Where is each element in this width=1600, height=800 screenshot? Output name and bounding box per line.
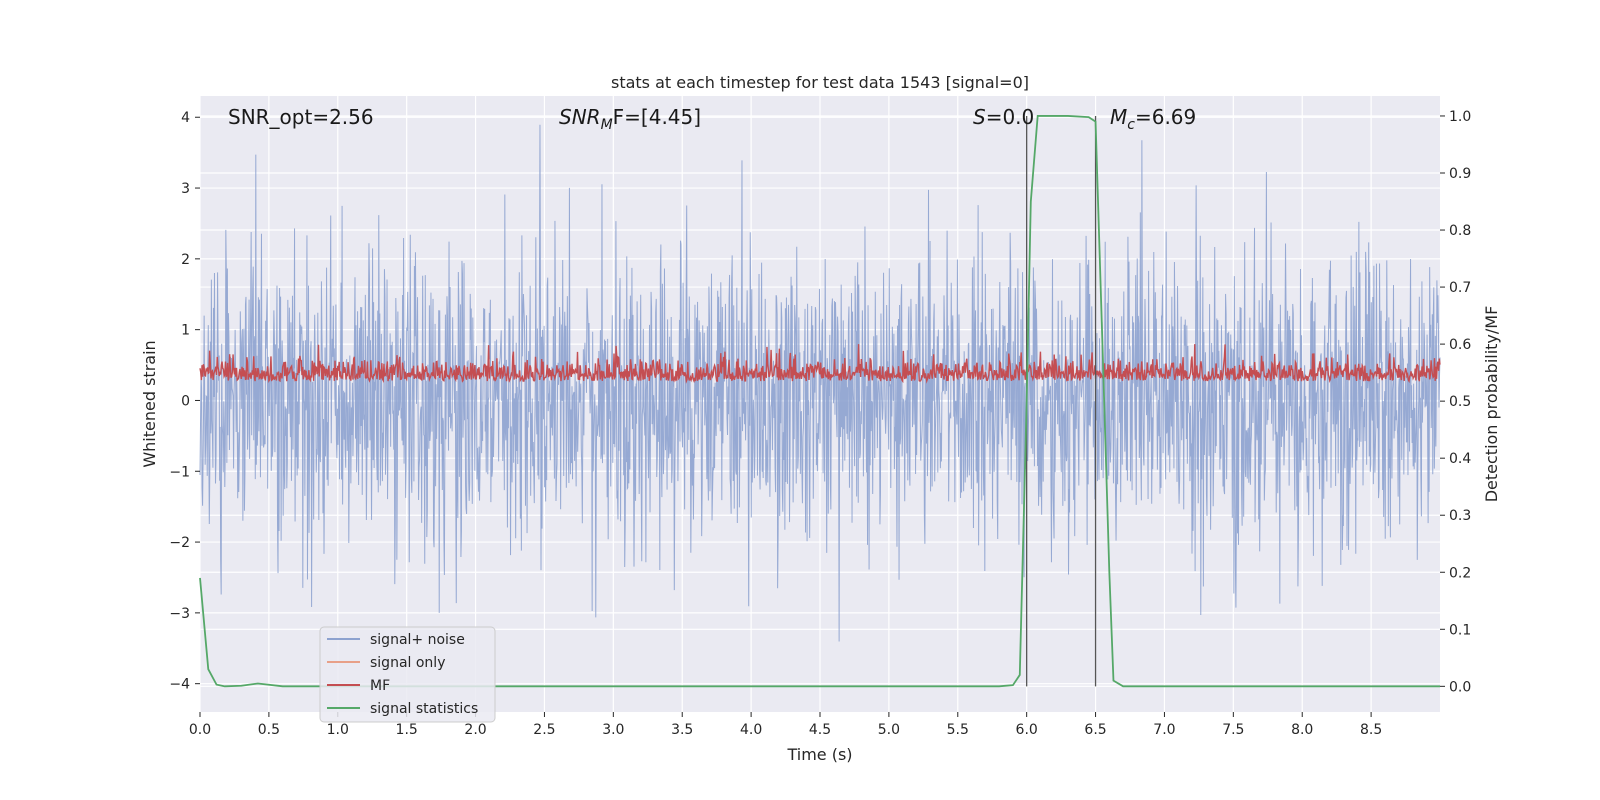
y-right-tick-label-4: 0.4 — [1449, 451, 1471, 467]
signal-statistics-line — [199, 115, 1440, 688]
legend-label-signal-only: signal only — [370, 655, 445, 671]
y-right-tick-label-3: 0.3 — [1449, 508, 1471, 524]
x-tick-label-4: 2.0 — [464, 722, 486, 738]
y-right-tick-label-10: 1.0 — [1449, 109, 1471, 125]
x-tick-label-13: 6.5 — [1084, 722, 1106, 738]
x-tick-label-8: 4.0 — [740, 722, 762, 738]
x-tick-label-10: 5.0 — [878, 722, 900, 738]
chart-title: stats at each timestep for test data 154… — [611, 73, 1029, 92]
y-left-tick-label-4: 0 — [181, 393, 190, 409]
annotation-s-value: S=0.0 — [973, 105, 1034, 129]
annotation-mc-value: Mc=6.69 — [1110, 105, 1196, 133]
y-right-axis-ticks: 0.0 0.1 0.2 0.3 0.4 0.5 0.6 0.7 0.8 0.9 1.0 — [1440, 109, 1471, 695]
signal-statistics-series — [199, 115, 1440, 688]
legend-box — [319, 626, 496, 723]
y-right-tick-label-2: 0.2 — [1449, 565, 1471, 581]
y-left-tick-label-7: 3 — [181, 181, 190, 197]
x-tick-label-17: 8.5 — [1360, 722, 1382, 738]
legend-label-signal-statistics: signal statistics — [370, 701, 478, 717]
mf-line — [199, 344, 1441, 384]
y-left-tick-label-5: 1 — [181, 323, 190, 339]
x-tick-label-7: 3.5 — [671, 722, 693, 738]
y-right-tick-label-7: 0.7 — [1449, 280, 1471, 296]
y-right-axis-label: Detection probability/MF — [1482, 306, 1501, 503]
y-left-tick-label-6: 2 — [181, 252, 190, 268]
x-tick-label-15: 7.5 — [1222, 722, 1244, 738]
signal-noise-series — [199, 124, 1441, 642]
x-tick-label-2: 1.0 — [327, 722, 349, 738]
x-tick-label-0: 0.0 — [189, 722, 211, 738]
annotation-snr-opt: SNR_opt=2.56 — [228, 105, 374, 129]
y-right-tick-label-5: 0.5 — [1449, 394, 1471, 410]
y-right-tick-label-1: 0.1 — [1449, 622, 1471, 638]
legend-label-mf: MF — [370, 678, 390, 694]
x-tick-label-5: 2.5 — [533, 722, 555, 738]
x-tick-label-6: 3.0 — [602, 722, 624, 738]
signal-noise-line — [199, 124, 1441, 642]
x-tick-label-3: 1.5 — [396, 722, 418, 738]
x-tick-label-11: 5.5 — [947, 722, 969, 738]
legend: signal+ noise signal only MF signal stat… — [319, 626, 496, 723]
x-tick-label-9: 4.5 — [809, 722, 831, 738]
x-axis-label: Time (s) — [786, 745, 852, 764]
annotation-snr-mf: SNRMF=[4.45] — [559, 105, 701, 133]
y-left-tick-label-3: −1 — [169, 464, 190, 480]
y-right-tick-label-6: 0.6 — [1449, 337, 1471, 353]
x-tick-label-14: 7.0 — [1153, 722, 1175, 738]
y-left-axis-label: Whitened strain — [140, 340, 159, 467]
y-right-tick-label-0: 0.0 — [1449, 679, 1471, 695]
y-right-tick-label-8: 0.8 — [1449, 223, 1471, 239]
y-left-tick-label-2: −2 — [169, 535, 190, 551]
y-left-tick-label-8: 4 — [181, 110, 190, 126]
y-left-tick-label-0: −4 — [169, 677, 190, 693]
x-axis-ticks: 0.0 0.5 1.0 1.5 2.0 2.5 3.0 3.5 4.0 4.5 5.0 5.5 6.0 6… — [189, 712, 1382, 738]
legend-label-signal-noise: signal+ noise — [370, 632, 465, 648]
y-right-tick-label-9: 0.9 — [1449, 166, 1471, 182]
x-tick-label-12: 6.0 — [1016, 722, 1038, 738]
x-tick-label-1: 0.5 — [258, 722, 280, 738]
x-tick-label-16: 8.0 — [1291, 722, 1313, 738]
y-left-tick-label-1: −3 — [169, 606, 190, 622]
mf-series — [199, 344, 1441, 384]
y-left-axis-ticks: −4 −3 −2 −1 0 1 2 3 4 — [169, 110, 200, 693]
